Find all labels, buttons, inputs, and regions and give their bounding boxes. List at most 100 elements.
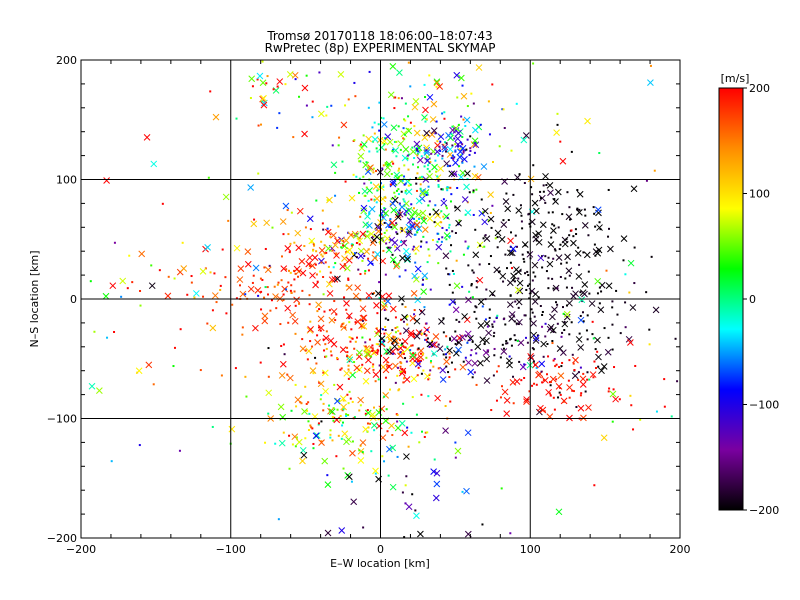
data-point-cross [575, 336, 583, 343]
data-point-dot [412, 163, 415, 166]
data-point-dot [422, 369, 425, 372]
data-point-dot [329, 350, 332, 353]
data-point-cross [596, 224, 603, 231]
data-point-dot [377, 343, 380, 346]
data-point-cross [409, 352, 417, 359]
data-point-cross [298, 258, 306, 265]
data-point-dot [592, 337, 595, 340]
data-point-cross [538, 194, 546, 202]
data-point-dot [594, 225, 597, 228]
data-point-dot [382, 340, 385, 343]
data-point-dot [345, 414, 348, 417]
data-point-cross [391, 343, 399, 350]
data-point-dot [454, 150, 457, 153]
data-point-dot [404, 191, 407, 194]
data-point-dot [520, 220, 523, 223]
data-point-dot [393, 336, 396, 339]
data-point-dot [414, 252, 417, 255]
data-point-dot [342, 408, 345, 411]
data-point-cross [321, 457, 329, 465]
data-point-dot [339, 414, 342, 417]
data-point-cross [563, 313, 571, 321]
data-point-dot [378, 185, 381, 188]
data-point-dot [410, 344, 413, 347]
data-point-cross [423, 149, 431, 156]
data-point-dot [326, 474, 329, 477]
data-point-cross [452, 159, 459, 167]
data-point-dot [414, 261, 417, 264]
data-point-cross [607, 245, 614, 253]
data-point-dot [558, 248, 561, 251]
data-point-dot [318, 308, 321, 311]
data-point-dot [440, 221, 443, 224]
data-point-dot [454, 368, 457, 371]
data-point-cross [430, 468, 438, 476]
data-point-dot [444, 348, 447, 351]
data-point-dot [505, 340, 508, 343]
data-point-dot [388, 246, 391, 249]
data-point-dot [383, 221, 386, 224]
data-point-dot [496, 370, 499, 373]
data-point-dot [586, 378, 589, 381]
data-point-dot [364, 412, 367, 415]
data-point-cross [383, 170, 391, 178]
data-point-dot [553, 408, 556, 411]
data-point-dot [509, 337, 512, 340]
data-point-dot [536, 334, 539, 337]
data-point-dot [353, 252, 356, 255]
data-point-dot [404, 190, 407, 193]
data-point-cross [513, 378, 521, 385]
data-point-cross [358, 144, 366, 152]
data-point-dot [329, 436, 332, 439]
data-point-dot [552, 257, 555, 260]
data-point-dot [581, 300, 584, 303]
data-point-dot [566, 191, 569, 194]
data-point-dot [399, 228, 402, 231]
data-point-cross [413, 276, 420, 283]
data-point-dot [316, 280, 319, 283]
data-point-cross [522, 132, 530, 139]
data-point-dot [483, 245, 486, 248]
data-point-dot [431, 239, 434, 242]
data-point-cross [500, 348, 508, 355]
data-point-dot [444, 405, 447, 408]
data-point-dot [586, 371, 589, 374]
data-point-cross [222, 193, 230, 201]
data-point-dot [267, 375, 270, 378]
data-point-dot [354, 340, 357, 343]
data-point-cross [252, 324, 259, 332]
data-point-cross [429, 116, 437, 123]
data-point-dot [290, 284, 293, 287]
data-point-dot [297, 275, 300, 278]
data-point-dot [412, 352, 415, 355]
data-point-cross [312, 281, 319, 289]
data-point-dot [275, 307, 278, 310]
data-point-dot [413, 233, 416, 236]
data-point-cross [419, 190, 427, 197]
data-point-cross [368, 230, 375, 238]
data-point-cross [330, 231, 337, 239]
data-point-dot [193, 296, 196, 299]
data-point-dot [238, 284, 241, 287]
data-point-dot [369, 346, 372, 349]
data-point-cross [334, 237, 341, 245]
data-point-dot [257, 172, 260, 175]
data-point-dot [456, 186, 459, 189]
data-point-cross [413, 221, 421, 229]
data-point-cross [519, 363, 527, 371]
data-point-dot [593, 360, 596, 363]
data-point-dot [347, 402, 350, 405]
data-point-dot [389, 203, 392, 206]
data-point-dot [359, 404, 362, 407]
data-point-cross [341, 242, 348, 250]
data-point-dot [475, 317, 478, 320]
data-point-cross [467, 335, 474, 342]
data-point-dot [655, 410, 658, 413]
data-point-cross [360, 314, 368, 322]
data-point-cross [547, 241, 555, 248]
data-point-dot [337, 144, 340, 147]
data-point-dot [358, 243, 361, 246]
data-point-cross [344, 264, 351, 272]
data-point-cross [317, 380, 325, 388]
data-point-dot [495, 399, 498, 402]
